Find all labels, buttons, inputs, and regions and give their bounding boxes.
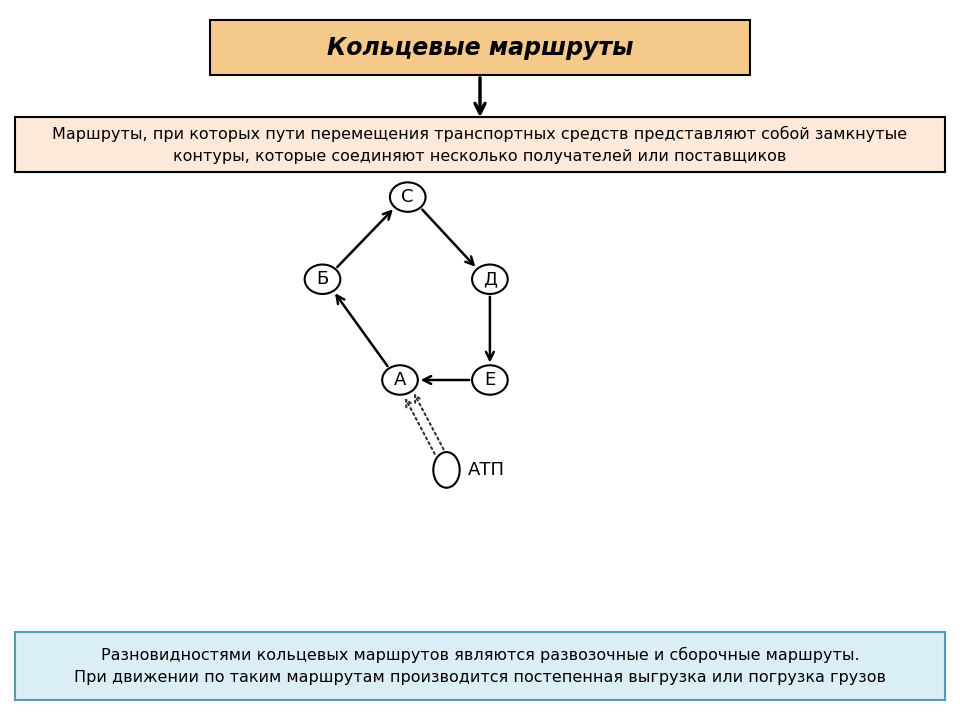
Text: Маршруты, при которых пути перемещения транспортных средств представляют собой з: Маршруты, при которых пути перемещения т… xyxy=(53,126,907,164)
Text: Д: Д xyxy=(483,270,497,288)
Text: Б: Б xyxy=(317,270,328,288)
Ellipse shape xyxy=(304,264,341,294)
Ellipse shape xyxy=(472,365,508,395)
Ellipse shape xyxy=(472,264,508,294)
Text: С: С xyxy=(401,188,414,206)
Text: А: А xyxy=(394,371,406,389)
FancyBboxPatch shape xyxy=(15,632,945,700)
Text: Кольцевые маршруты: Кольцевые маршруты xyxy=(326,36,634,60)
FancyBboxPatch shape xyxy=(15,117,945,172)
Text: Е: Е xyxy=(484,371,495,389)
Text: Разновидностями кольцевых маршрутов являются развозочные и сборочные маршруты.
П: Разновидностями кольцевых маршрутов явля… xyxy=(74,647,886,685)
Ellipse shape xyxy=(433,452,460,487)
Ellipse shape xyxy=(382,365,418,395)
FancyBboxPatch shape xyxy=(210,20,750,75)
Text: АТП: АТП xyxy=(468,461,505,479)
Ellipse shape xyxy=(390,182,425,212)
